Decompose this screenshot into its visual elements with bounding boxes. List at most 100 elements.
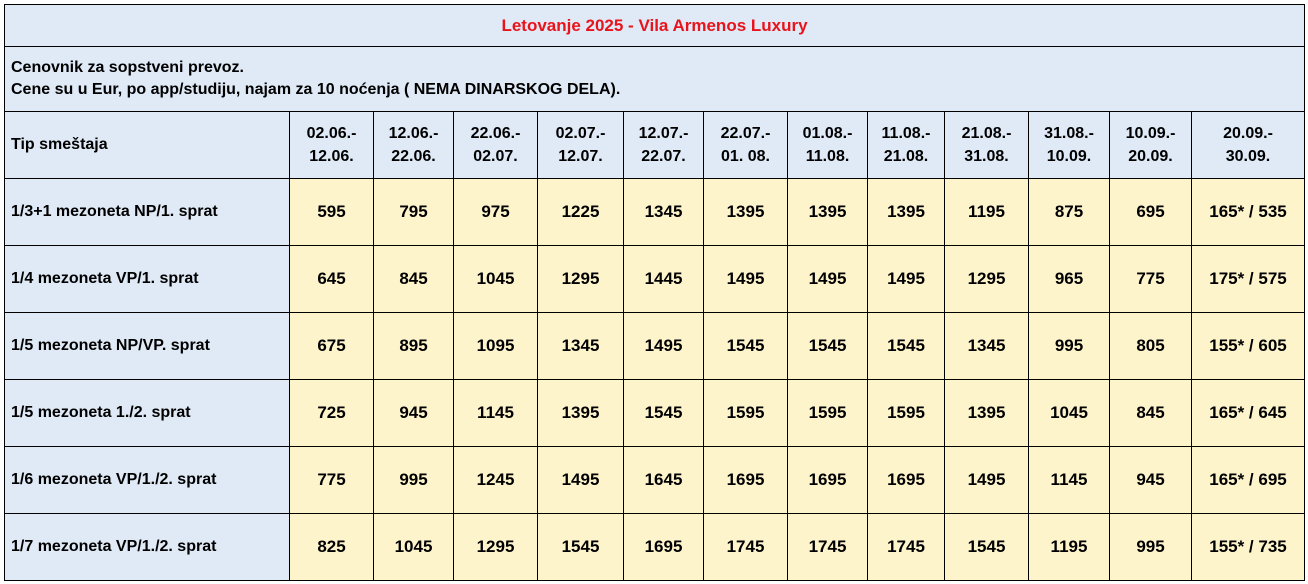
period-from: 11.08.- <box>881 125 931 142</box>
period-header: 11.08.- 21.08. <box>867 111 945 179</box>
price-cell: 1495 <box>703 245 788 313</box>
accommodation-type: 1/7 mezoneta VP/1./2. sprat <box>4 513 290 581</box>
period-to: 20.09. <box>1128 148 1173 165</box>
price-cell: 1345 <box>944 312 1029 380</box>
price-cell: 965 <box>1028 245 1110 313</box>
period-to: 22.07. <box>641 148 686 165</box>
price-cell: 875 <box>1028 178 1110 246</box>
price-cell: 845 <box>373 245 454 313</box>
price-cell: 995 <box>1028 312 1110 380</box>
period-to: 01. 08. <box>721 148 770 165</box>
price-cell: 1745 <box>703 513 788 581</box>
price-cell: 1145 <box>453 379 538 447</box>
price-cell: 775 <box>289 446 374 514</box>
price-cell: 1145 <box>1028 446 1110 514</box>
period-header: 20.09.- 30.09. <box>1191 111 1305 179</box>
period-to: 02.07. <box>473 148 518 165</box>
price-cell: 1495 <box>944 446 1029 514</box>
price-cell: 1695 <box>867 446 945 514</box>
period-from: 02.06.- <box>306 125 357 142</box>
price-cell: 1295 <box>453 513 538 581</box>
price-cell: 805 <box>1109 312 1192 380</box>
price-cell: 1345 <box>537 312 624 380</box>
price-cell: 695 <box>1109 178 1192 246</box>
price-cell: 1495 <box>787 245 868 313</box>
price-cell: 1545 <box>623 379 704 447</box>
accommodation-type: 1/5 mezoneta NP/VP. sprat <box>4 312 290 380</box>
accommodation-type: 1/6 mezoneta VP/1./2. sprat <box>4 446 290 514</box>
price-cell: 1395 <box>944 379 1029 447</box>
price-cell: 165* / 645 <box>1191 379 1305 447</box>
price-table: Letovanje 2025 - Vila Armenos Luxury Cen… <box>4 4 1305 581</box>
note-line: Cene su u Eur, po app/studiju, najam za … <box>11 81 621 98</box>
note-line: Cenovnik za sopstveni prevoz. <box>11 59 244 76</box>
price-cell: 995 <box>373 446 454 514</box>
price-cell: 725 <box>289 379 374 447</box>
price-cell: 1595 <box>787 379 868 447</box>
period-to: 12.07. <box>558 148 603 165</box>
price-cell: 1545 <box>944 513 1029 581</box>
price-cell: 1695 <box>623 513 704 581</box>
price-list: Letovanje 2025 - Vila Armenos Luxury Cen… <box>4 4 1305 581</box>
period-to: 11.08. <box>805 148 850 165</box>
price-cell: 1645 <box>623 446 704 514</box>
price-cell: 1495 <box>867 245 945 313</box>
period-from: 12.06.- <box>388 125 439 142</box>
table-row: 1/4 mezoneta VP/1. sprat 645 845 1045 1295 14… <box>4 245 1305 313</box>
price-cell: 1395 <box>703 178 788 246</box>
price-cell: 1345 <box>623 178 704 246</box>
period-header: 10.09.- 20.09. <box>1109 111 1192 179</box>
price-cell: 1245 <box>453 446 538 514</box>
price-cell: 1045 <box>373 513 454 581</box>
price-cell: 165* / 535 <box>1191 178 1305 246</box>
period-to: 22.06. <box>391 148 436 165</box>
table-notes: Cenovnik za sopstveni prevoz. Cene su u … <box>4 46 1305 112</box>
price-cell: 1195 <box>944 178 1029 246</box>
price-cell: 1545 <box>537 513 624 581</box>
price-cell: 1445 <box>623 245 704 313</box>
price-cell: 895 <box>373 312 454 380</box>
price-cell: 155* / 735 <box>1191 513 1305 581</box>
header-label: Tip smeštaja <box>4 111 290 179</box>
price-cell: 795 <box>373 178 454 246</box>
price-cell: 675 <box>289 312 374 380</box>
price-cell: 1695 <box>703 446 788 514</box>
period-from: 12.07.- <box>638 125 689 142</box>
period-header: 22.07.- 01. 08. <box>703 111 788 179</box>
period-header: 02.07.- 12.07. <box>537 111 624 179</box>
period-header: 21.08.- 31.08. <box>944 111 1029 179</box>
period-to: 21.08. <box>883 148 929 165</box>
table-row: 1/5 mezoneta NP/VP. sprat 675 895 1095 1345 1… <box>4 312 1305 380</box>
period-header: 22.06.- 02.07. <box>453 111 538 179</box>
price-cell: 175* / 575 <box>1191 245 1305 313</box>
period-header: 12.06.- 22.06. <box>373 111 454 179</box>
accommodation-type: 1/3+1 mezoneta NP/1. sprat <box>4 178 290 246</box>
period-header: 31.08.- 10.09. <box>1028 111 1110 179</box>
price-cell: 1595 <box>703 379 788 447</box>
accommodation-type: 1/4 mezoneta VP/1. sprat <box>4 245 290 313</box>
price-cell: 1545 <box>787 312 868 380</box>
price-cell: 1545 <box>867 312 945 380</box>
price-cell: 165* / 695 <box>1191 446 1305 514</box>
price-cell: 1225 <box>537 178 624 246</box>
table-row: 1/7 mezoneta VP/1./2. sprat 825 1045 1295 15… <box>4 513 1305 581</box>
price-cell: 775 <box>1109 245 1192 313</box>
price-cell: 1695 <box>787 446 868 514</box>
notes-row: Cenovnik za sopstveni prevoz. Cene su u … <box>4 46 1305 112</box>
price-cell: 1395 <box>867 178 945 246</box>
price-cell: 1595 <box>867 379 945 447</box>
price-cell: 1545 <box>703 312 788 380</box>
period-from: 20.09.- <box>1223 125 1273 142</box>
period-header: 12.07.- 22.07. <box>623 111 704 179</box>
price-cell: 1745 <box>787 513 868 581</box>
price-cell: 845 <box>1109 379 1192 447</box>
period-from: 02.07.- <box>555 125 606 142</box>
table-row: 1/3+1 mezoneta NP/1. sprat 595 795 975 1225 1… <box>4 178 1305 246</box>
accommodation-type: 1/5 mezoneta 1./2. sprat <box>4 379 290 447</box>
price-cell: 995 <box>1109 513 1192 581</box>
price-cell: 1395 <box>537 379 624 447</box>
period-to: 30.09. <box>1225 148 1271 165</box>
period-from: 10.09.- <box>1125 125 1176 142</box>
price-cell: 155* / 605 <box>1191 312 1305 380</box>
table-row: 1/5 mezoneta 1./2. sprat 725 945 1145 1395 15… <box>4 379 1305 447</box>
